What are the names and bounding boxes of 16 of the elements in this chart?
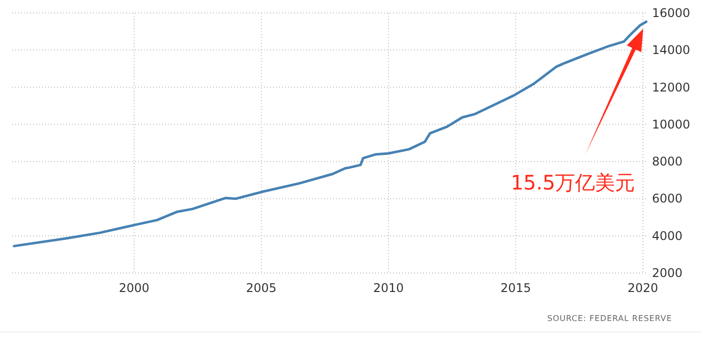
y-tick-label: 4000 <box>652 228 683 243</box>
y-tick-label: 6000 <box>652 192 683 206</box>
x-tick-label: 2015 <box>500 281 531 295</box>
line-series <box>12 20 648 248</box>
y-tick-label: 2000 <box>652 266 683 280</box>
x-tick-label: 2005 <box>246 281 277 295</box>
x-tick-label: 2020 <box>628 281 658 295</box>
annotation: 15.5万亿美元 <box>510 170 636 195</box>
y-tick-label: 8000 <box>652 154 683 169</box>
y-tick-label: 10000 <box>652 117 690 132</box>
source-note: SOURCE: FEDERAL RESERVE <box>547 314 672 323</box>
y-tick-label: 12000 <box>652 80 690 94</box>
y-tick-label: 16000 <box>652 6 690 20</box>
x-tick-label: 2010 <box>373 281 404 295</box>
x-tick-label: 2000 <box>118 281 150 295</box>
y-tick-label: 14000 <box>652 43 690 58</box>
